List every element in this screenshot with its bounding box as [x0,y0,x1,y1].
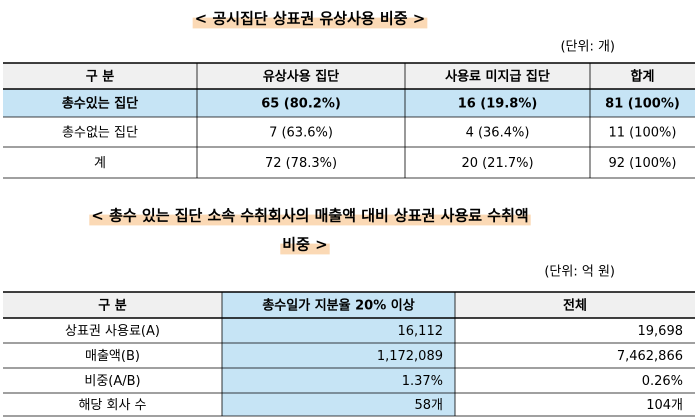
cell-bg [222,393,455,416]
header-cell: 전체 [563,298,587,314]
highlight [280,243,330,255]
table-cell: 4 (36.4%) [466,126,530,141]
table-cell: 계 [94,156,106,171]
table-cell: 7 (63.6%) [269,126,333,141]
unit-label: (단위: 개) [560,40,615,55]
table-cell: 1,172,089 [377,349,443,364]
table-cell: 총수없는 집단 [62,126,138,141]
table-cell: 58개 [414,398,443,413]
cell-bg [222,368,455,393]
table-cell: 72 (78.3%) [265,156,337,171]
table-cell: 81 (100%) [605,97,680,112]
section-title: < 공시집단 상표권 유상사용 비중 > [195,10,426,28]
table-cell: 20 (21.7%) [461,156,533,171]
cell-bg [222,318,455,343]
table-cell: 총수있는 집단 [62,96,138,112]
table-cell: 65 (80.2%) [261,97,341,112]
highlight [192,17,428,29]
header-cell: 사용료 미지급 집단 [445,69,550,85]
header-cell-bg [222,292,455,318]
table-cell: 0.26% [642,374,683,389]
header-cell-bg [3,292,222,318]
table-cell: 16,112 [398,324,444,339]
cell-bg [197,89,405,117]
header-cell: 총수일가 지분율 20% 이상 [262,298,414,314]
table-cell: 16 (19.8%) [458,97,538,112]
header-cell: 합계 [631,69,655,85]
table-cell: 11 (100%) [609,126,677,141]
table-cell: 19,698 [638,324,684,339]
header-cell-bg [405,63,590,89]
unit-label: (단위: 억 원) [544,265,615,280]
highlight [89,214,531,226]
cell-bg [590,89,695,117]
cell-bg [3,89,197,117]
table-cell: 92 (100%) [609,156,677,171]
table-cell: 비중(A/B) [84,374,140,389]
header-cell: 유상사용 집단 [263,69,339,85]
header-cell-bg [197,63,405,89]
table-cell: 7,462,866 [617,349,683,364]
header-cell: 구 분 [98,299,126,314]
section-title: 비중 > [282,236,327,254]
header-cell-bg [455,292,695,318]
header-cell-bg [590,63,695,89]
cell-bg [405,89,590,117]
highlights [89,17,531,255]
table-cell: 상표권 사용료(A) [65,324,160,339]
header-cell: 구 분 [86,70,114,85]
table-cell: 104개 [646,398,683,413]
table-cell: 해당 회사 수 [78,398,146,413]
section-title: < 총수 있는 집단 소속 수취회사의 매출액 대비 상표권 사용료 수취액 [91,207,528,225]
cell-bg [222,343,455,368]
header-cell-bg [3,63,197,89]
table-cell: 매출액(B) [85,349,140,364]
table-cell: 1.37% [402,374,443,389]
